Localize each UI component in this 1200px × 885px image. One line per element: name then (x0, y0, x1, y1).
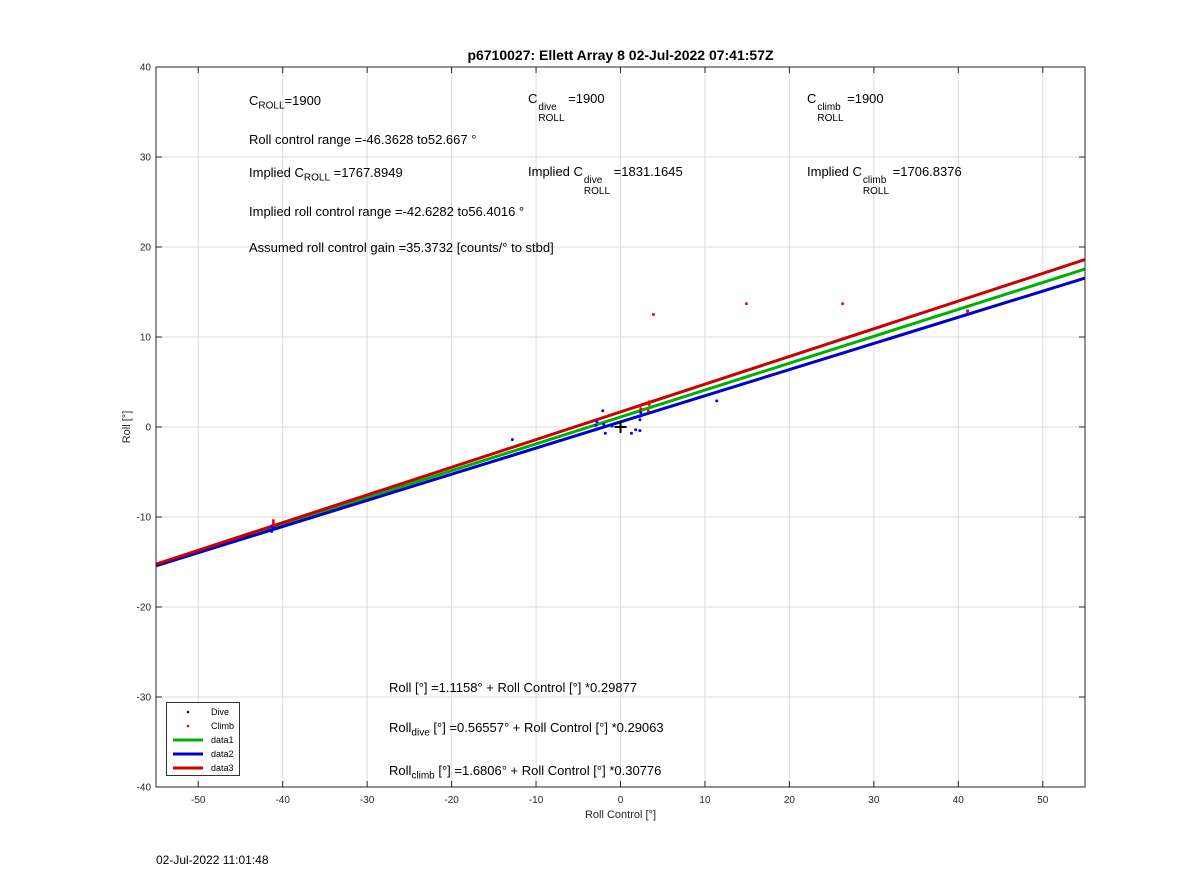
y-axis-label: Roll [°] (121, 411, 133, 444)
c-roll-annotation: CROLL=1900 (249, 93, 322, 112)
implied-c-roll-annotation: Implied CROLL =1767.8949 (249, 165, 403, 184)
dive-point (270, 524, 274, 528)
fit-line-data3 (156, 258, 1085, 566)
legend: Dive Climb data1 data2 data3 (166, 702, 240, 776)
x-tick-label: 30 (868, 795, 880, 806)
dive-point (601, 409, 605, 413)
dive-point (602, 422, 606, 426)
y-tick-label: 10 (140, 333, 152, 344)
chart-title: p6710027: Ellett Array 8 02-Jul-2022 07:… (467, 47, 774, 63)
dive-point (629, 431, 633, 435)
data1-line-icon (173, 738, 203, 742)
dive-marker-icon (186, 710, 190, 714)
legend-label-dive: Dive (211, 707, 230, 717)
dive-point (634, 428, 638, 432)
y-tick-label: 30 (140, 153, 152, 164)
climb-point (744, 302, 748, 306)
x-tick-label: -40 (275, 795, 290, 806)
x-tick-label: 40 (953, 795, 965, 806)
y-tick-label: 0 (145, 423, 151, 434)
climb-point (647, 400, 651, 404)
dive-point (510, 438, 514, 442)
climb-point (647, 403, 651, 406)
fit-all-annotation: Roll [°] =1.1158° + Roll Control [°] *0.… (389, 680, 638, 695)
dive-point (638, 418, 642, 422)
fit-dive-annotation: Rolldive [°] =0.56557° + Roll Control [°… (389, 720, 664, 739)
dive-point (639, 411, 643, 415)
x-tick-label: 10 (699, 795, 711, 806)
climb-point (638, 404, 642, 408)
x-tick-label: -20 (444, 795, 459, 806)
dive-point (715, 399, 719, 403)
implied-range-annotation: Implied roll control range =-42.6282 to5… (249, 204, 525, 219)
dive-point (638, 414, 642, 418)
climb-point (651, 313, 655, 316)
x-tick-label: -30 (360, 795, 375, 806)
dive-point (593, 428, 597, 432)
x-tick-label: 0 (618, 795, 624, 806)
x-tick-label: -50 (191, 795, 206, 806)
timestamp: 02-Jul-2022 11:01:48 (156, 853, 269, 867)
legend-label-climb: Climb (211, 721, 235, 731)
climb-point (272, 523, 276, 527)
x-tick-label: -10 (529, 795, 544, 806)
legend-label-data2: data2 (211, 749, 234, 759)
gain-annotation: Assumed roll control gain =35.3732 [coun… (249, 240, 554, 255)
y-tick-label: -30 (137, 693, 152, 704)
climb-marker-icon (186, 724, 190, 728)
climb-point (646, 409, 650, 413)
y-tick-label: -40 (137, 783, 152, 794)
data3-line-icon (173, 766, 203, 770)
legend-label-data3: data3 (211, 763, 234, 773)
dive-point (966, 312, 970, 316)
climb-point (966, 309, 970, 313)
y-tick-label: -10 (137, 513, 152, 524)
y-tick-label: 40 (140, 63, 152, 74)
y-tick-label: -20 (137, 603, 152, 614)
climb-point (639, 407, 643, 411)
dive-point (610, 424, 614, 428)
x-tick-label: 20 (784, 795, 796, 806)
dive-point (595, 420, 599, 424)
roll-range-annotation: Roll control range =-46.3628 to52.667 ° (249, 132, 477, 147)
climb-point (271, 519, 275, 523)
x-axis-label: Roll Control [°] (585, 809, 656, 821)
dive-point (603, 431, 607, 435)
data2-line-icon (173, 752, 203, 756)
dive-point (594, 423, 598, 427)
fit-climb-annotation: Rollclimb [°] =1.6806° + Roll Control [°… (389, 763, 662, 782)
fit-line-data1 (156, 267, 1085, 567)
dive-point (638, 429, 642, 433)
y-tick-label: 20 (140, 243, 152, 254)
x-tick-label: 50 (1037, 795, 1049, 806)
legend-label-data1: data1 (211, 735, 234, 745)
climb-point (841, 302, 845, 306)
